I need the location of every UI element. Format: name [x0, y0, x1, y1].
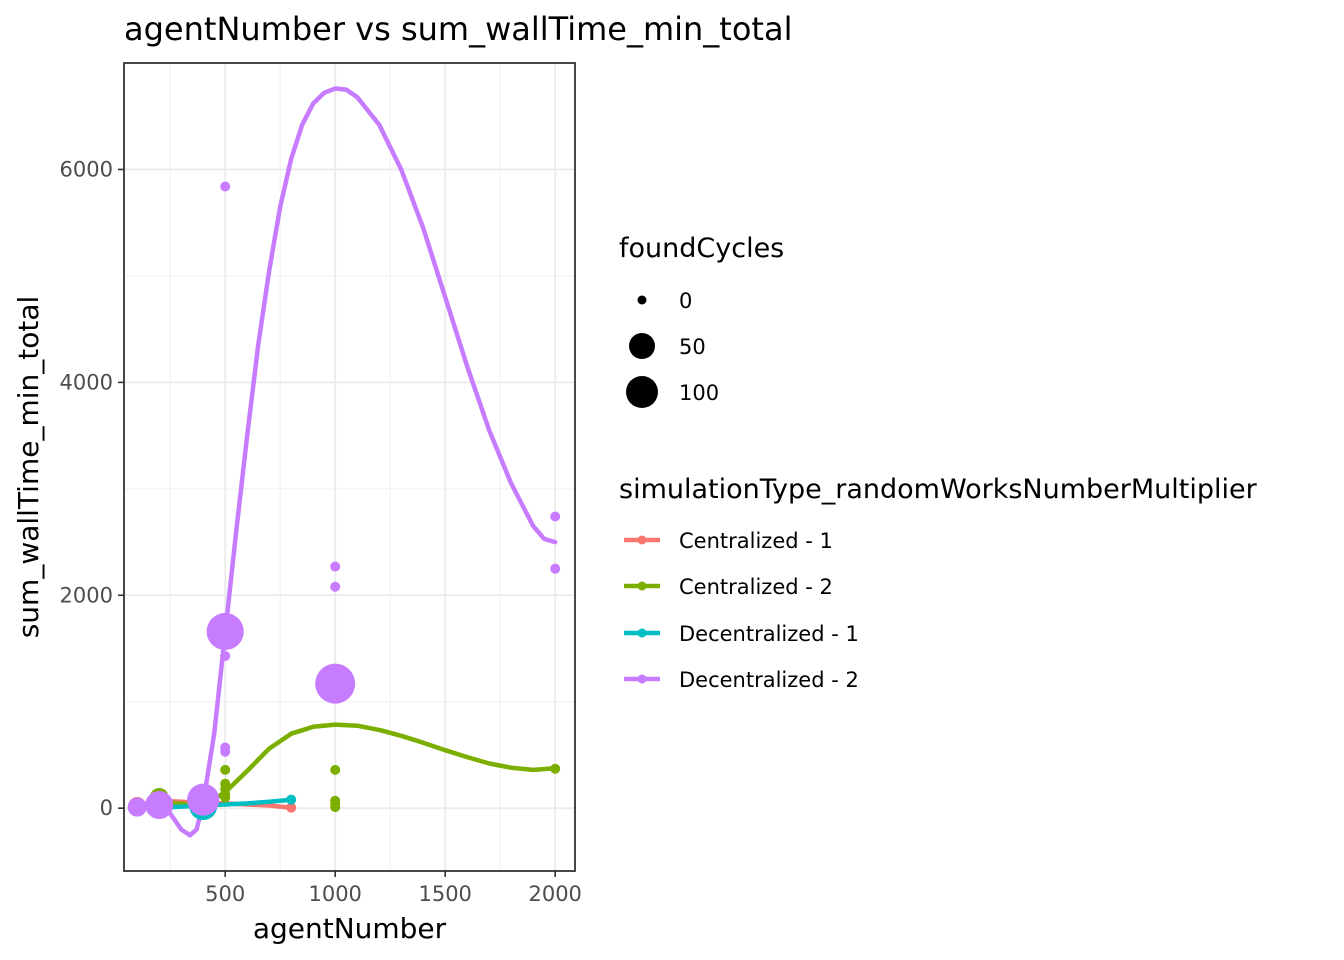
data-point	[330, 802, 341, 813]
data-point	[550, 563, 561, 574]
data-point	[286, 802, 297, 813]
size-legend-label: 0	[679, 289, 692, 313]
size-legend-title: foundCycles	[619, 233, 784, 264]
y-axis-label: sum_wallTime_min_total	[12, 296, 45, 639]
x-axis-label: agentNumber	[253, 912, 447, 945]
plot-background	[124, 63, 575, 871]
size-legend-key	[629, 333, 655, 359]
grid-lines	[124, 62, 575, 871]
data-point	[220, 764, 231, 775]
data-point	[330, 581, 341, 592]
data-point	[330, 764, 341, 775]
y-tick-label: 4000	[60, 370, 113, 394]
x-tick-label: 1000	[308, 882, 361, 906]
color-legend: simulationType_randomWorksNumberMultipli…	[619, 474, 1258, 692]
data-point	[145, 790, 174, 820]
axis-ticks: 500 1000 1500 2000 0 2000 4000 6000	[60, 157, 582, 906]
data-point	[187, 783, 220, 816]
data-point	[220, 181, 231, 192]
color-legend-key-point	[637, 535, 647, 545]
color-legend-title: simulationType_randomWorksNumberMultipli…	[619, 474, 1258, 505]
x-tick-label: 1500	[418, 882, 471, 906]
data-point	[220, 792, 231, 803]
y-tick-label: 0	[100, 796, 113, 820]
size-legend-key	[637, 295, 647, 305]
color-legend-label: Centralized - 2	[679, 575, 833, 599]
data-point	[550, 511, 561, 522]
data-point	[286, 794, 297, 805]
size-legend-key	[626, 376, 658, 408]
color-legend-key-point	[637, 581, 647, 591]
size-legend-label: 50	[679, 335, 706, 359]
color-legend-key-point	[637, 628, 647, 638]
y-tick-label: 2000	[60, 583, 113, 607]
data-point	[206, 612, 244, 651]
chart-title: agentNumber vs sum_wallTime_min_total	[124, 10, 792, 48]
color-legend-label: Centralized - 1	[679, 529, 833, 553]
size-legend-label: 100	[679, 381, 719, 405]
chart-marks	[127, 86, 561, 838]
series-smooth-line	[134, 86, 558, 838]
data-point	[220, 650, 231, 661]
y-tick-label: 6000	[60, 157, 113, 181]
data-point	[550, 763, 561, 774]
data-point	[330, 561, 341, 572]
x-tick-label: 2000	[528, 882, 581, 906]
color-legend-label: Decentralized - 1	[679, 622, 859, 646]
data-point	[315, 663, 356, 704]
x-tick-label: 500	[205, 882, 245, 906]
color-legend-key-point	[637, 674, 647, 684]
plot-border	[123, 62, 576, 872]
data-point	[127, 797, 147, 817]
data-point	[220, 746, 231, 757]
color-legend-label: Decentralized - 2	[679, 668, 859, 692]
size-legend: foundCycles 0 50 100	[619, 233, 784, 408]
